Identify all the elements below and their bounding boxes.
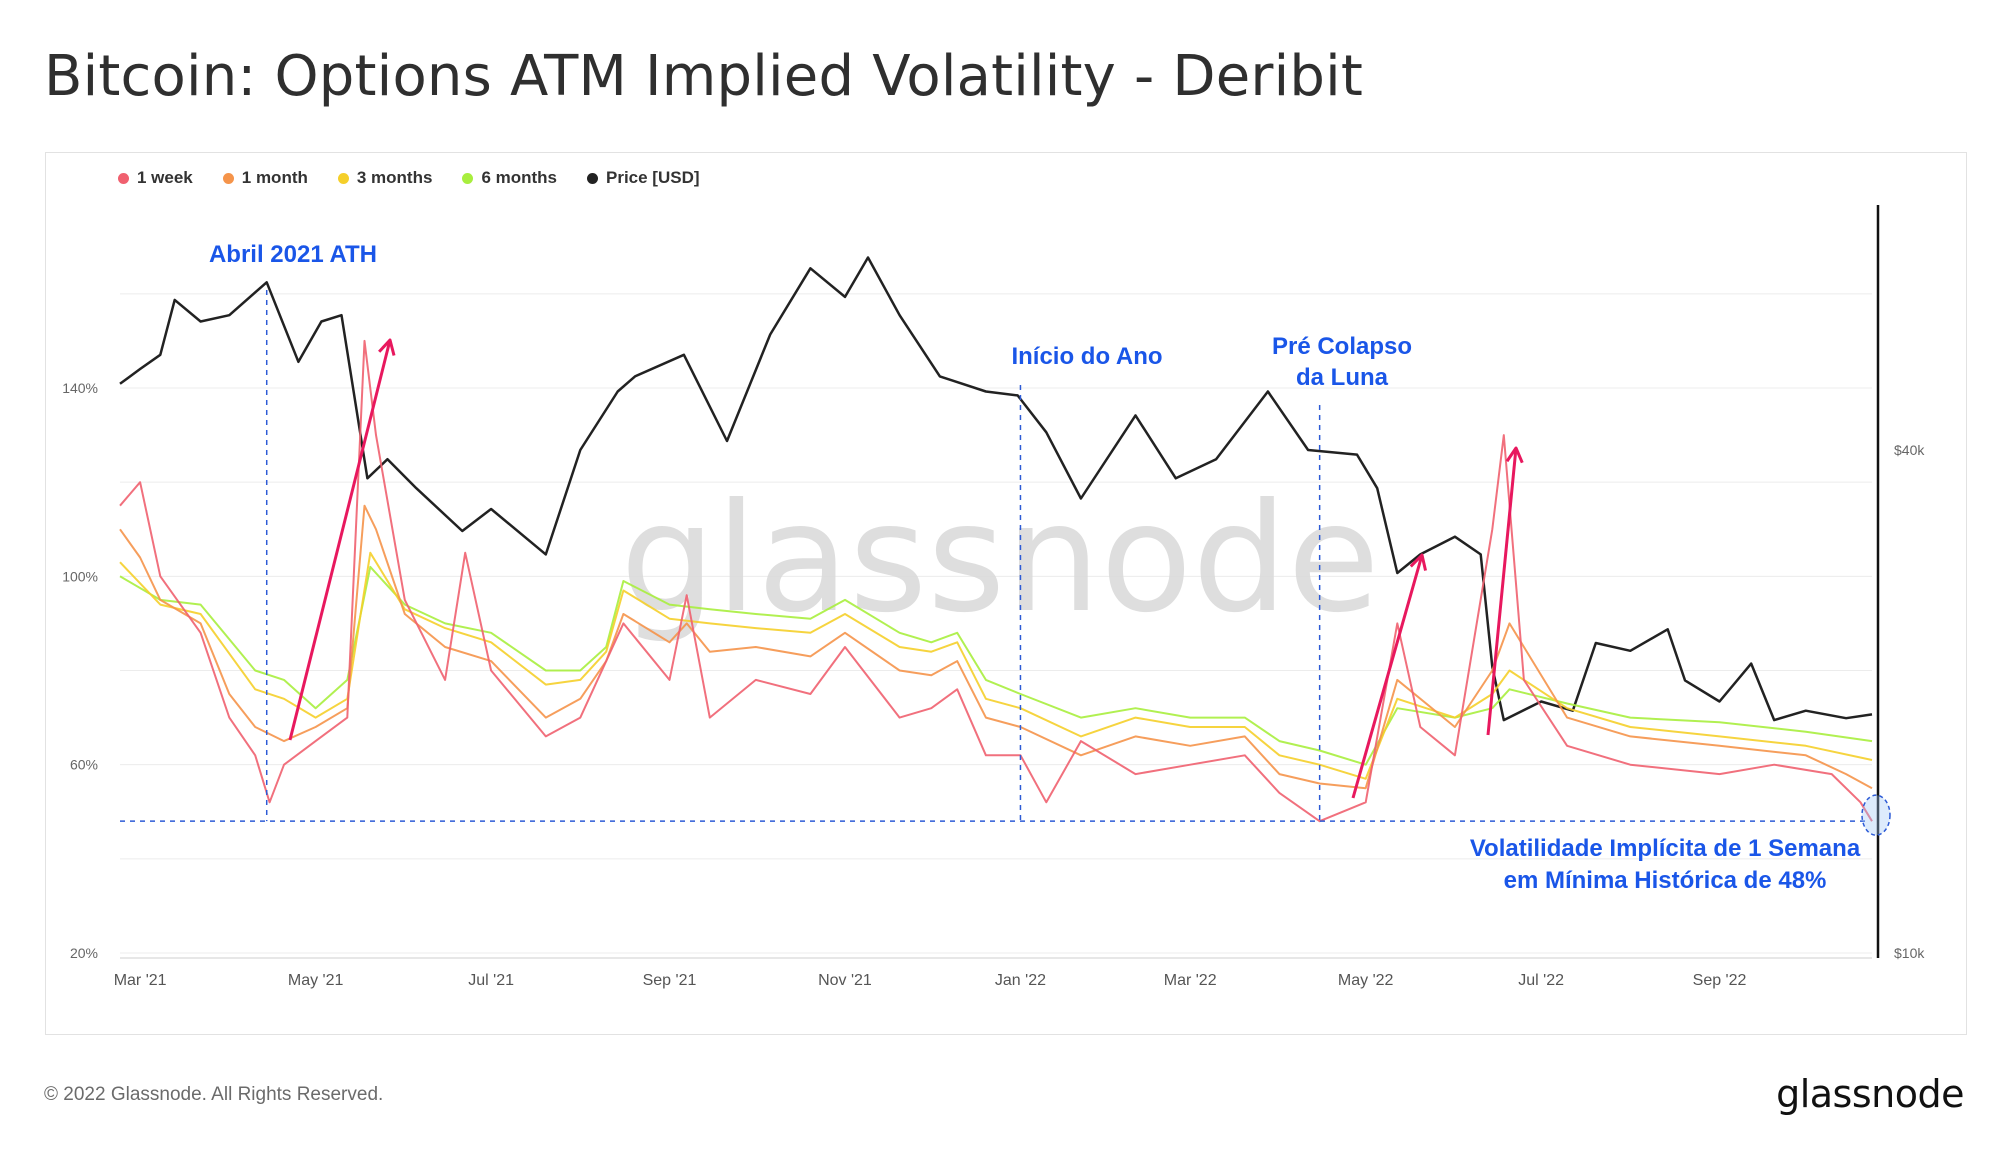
glassnode-logo[interactable]: glassnode — [1776, 1072, 1964, 1116]
legend-item-1m[interactable]: 1 month — [222, 168, 308, 188]
y-tick-label: 100% — [62, 568, 98, 584]
x-tick-label: Sep '22 — [1693, 972, 1747, 989]
x-tick-label: Jul '21 — [468, 972, 514, 989]
x-tick-label: May '21 — [288, 972, 344, 989]
y2-tick-label: $10k — [1894, 945, 1925, 961]
copyright-text: © 2022 Glassnode. All Rights Reserved. — [44, 1084, 384, 1105]
arrow-june-head — [1505, 446, 1524, 464]
x-tick-label: Nov '21 — [818, 972, 872, 989]
x-tick-label: Mar '22 — [1164, 972, 1217, 989]
arrow-luna-head — [1409, 553, 1428, 571]
legend-item-price[interactable]: Price [USD] — [587, 168, 700, 188]
watermark-text: glassnode — [620, 472, 1379, 646]
legend-swatch — [222, 172, 234, 184]
x-tick-label: Mar '21 — [114, 972, 167, 989]
annotation-low-1: Volatilidade Implícita de 1 Semana — [1470, 835, 1861, 862]
low-highlight-circle — [1861, 794, 1891, 836]
x-tick-label: May '22 — [1338, 972, 1394, 989]
chart-legend: 1 week 1 month 3 months 6 months Price [… — [118, 168, 700, 188]
legend-item-3m[interactable]: 3 months — [337, 168, 433, 188]
annotation-luna-2: da Luna — [1296, 364, 1389, 391]
legend-swatch — [462, 172, 474, 184]
legend-item-6m[interactable]: 6 months — [462, 168, 557, 188]
legend-swatch — [337, 172, 349, 184]
series-line-price-usd- — [119, 256, 1873, 722]
arrow-ath — [288, 339, 392, 741]
legend-swatch — [118, 172, 129, 184]
legend-label: 6 months — [481, 168, 557, 187]
x-tick-label: Sep '21 — [643, 972, 697, 989]
y2-tick-label: $40k — [1894, 442, 1925, 458]
y-tick-label: 20% — [70, 945, 98, 961]
arrow-ath-head — [378, 338, 396, 356]
y-tick-label: 60% — [70, 757, 98, 773]
arrow-june — [1486, 447, 1518, 736]
arrow-luna — [1351, 554, 1424, 799]
y-tick-label: 140% — [62, 380, 98, 396]
legend-label: 1 month — [241, 168, 308, 187]
legend-label: 1 week — [137, 168, 193, 187]
annotation-low-2: em Mínima Histórica de 48% — [1504, 867, 1827, 894]
annotation-ath: Abril 2021 ATH — [209, 241, 377, 268]
page-title: Bitcoin: Options ATM Implied Volatility … — [44, 44, 1364, 109]
x-tick-label: Jan '22 — [995, 972, 1046, 989]
legend-label: 3 months — [356, 168, 433, 187]
series-line-1-week — [119, 339, 1873, 823]
annotation-inicio: Início do Ano — [1011, 343, 1162, 370]
legend-label: Price [USD] — [606, 168, 700, 187]
annotation-luna-1: Pré Colapso — [1272, 333, 1412, 360]
chart-container — [45, 152, 1967, 1035]
series-line-1-month — [119, 504, 1873, 790]
legend-swatch — [587, 172, 598, 184]
legend-item-1w[interactable]: 1 week — [118, 168, 193, 188]
x-tick-label: Jul '22 — [1518, 972, 1564, 989]
